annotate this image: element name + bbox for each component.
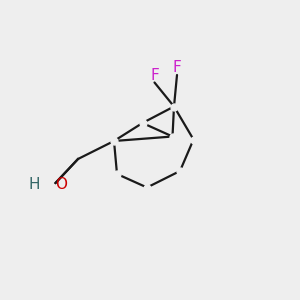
Text: F: F bbox=[150, 68, 159, 82]
Text: H: H bbox=[29, 177, 40, 192]
Text: O: O bbox=[56, 177, 68, 192]
Text: F: F bbox=[172, 60, 182, 75]
